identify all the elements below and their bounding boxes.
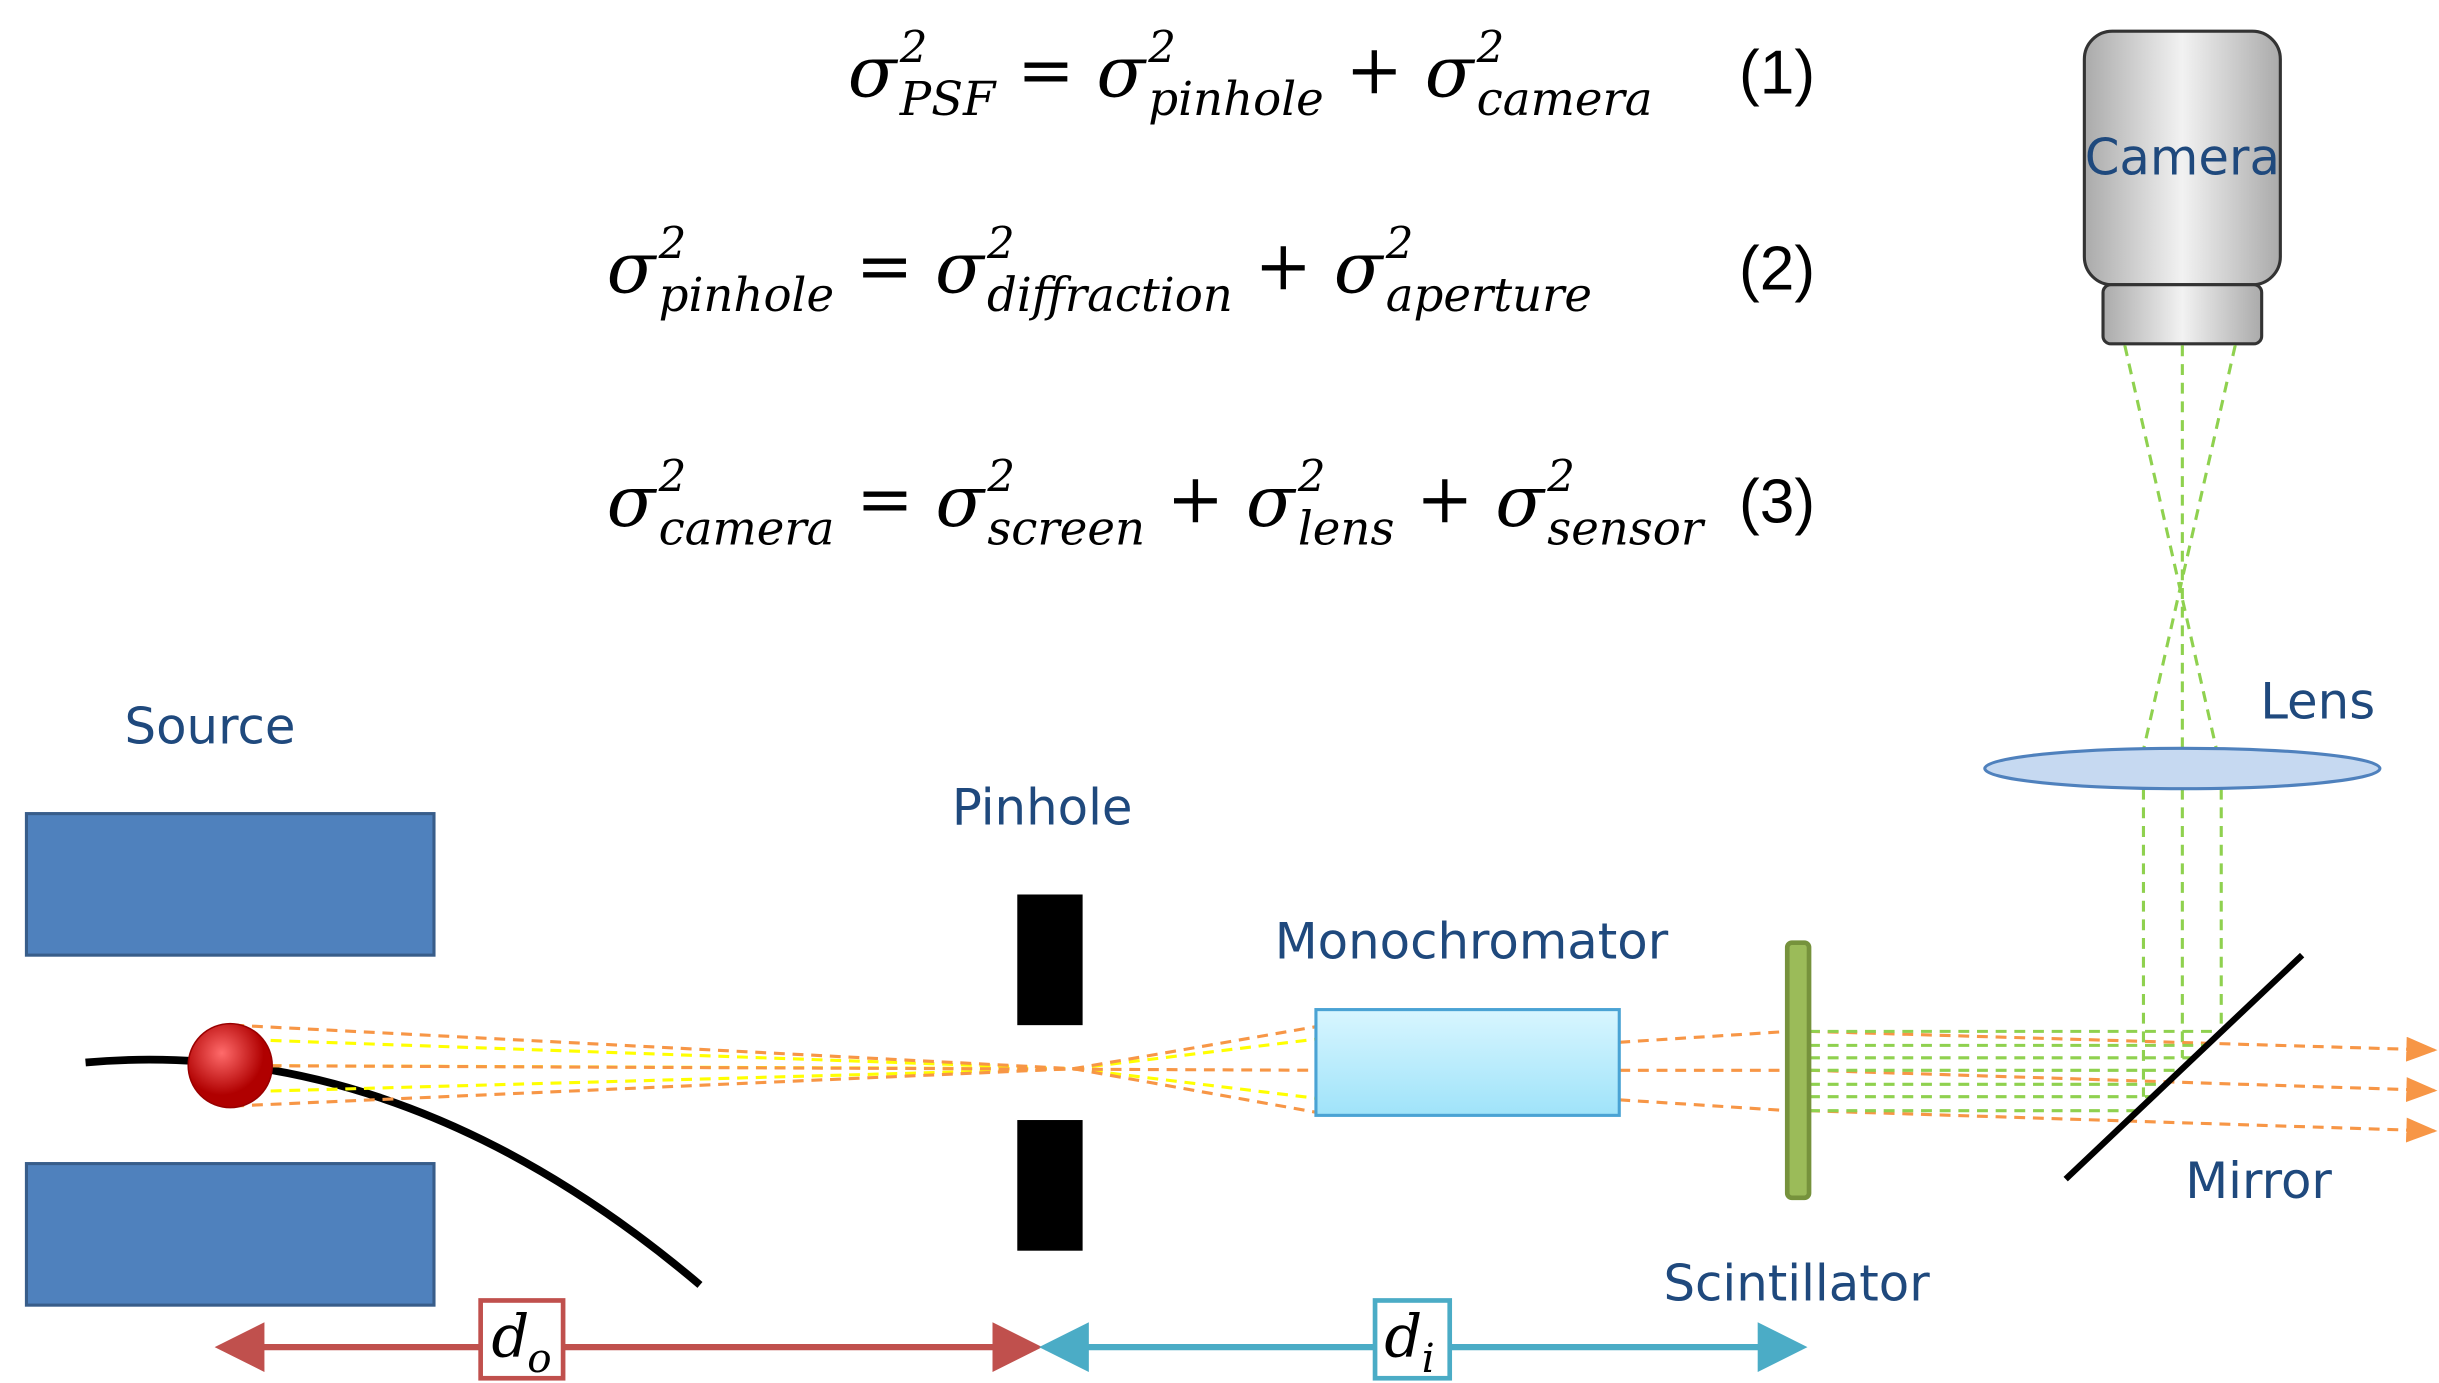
operator: + bbox=[1167, 460, 1224, 540]
pinhole-top bbox=[1017, 894, 1083, 1026]
exponent: 2 bbox=[1476, 23, 1505, 73]
sigma: σ bbox=[1096, 31, 1147, 114]
exponent: 2 bbox=[986, 219, 1015, 269]
operator: + bbox=[1346, 30, 1403, 110]
mirror-label: Mirror bbox=[2185, 1152, 2332, 1210]
exponent: 2 bbox=[1297, 453, 1326, 503]
electron-trajectory bbox=[85, 1055, 703, 1288]
subscript: diffraction bbox=[987, 269, 1233, 323]
image-distance-box bbox=[1372, 1298, 1453, 1381]
image-distance-sub: i bbox=[1422, 1334, 1435, 1382]
object-distance-sub: o bbox=[527, 1334, 551, 1382]
pinhole-bottom bbox=[1017, 1120, 1083, 1251]
camera-rays bbox=[2123, 345, 2237, 1097]
monochromator-label: Monochromator bbox=[1275, 912, 1669, 970]
subscript: sensor bbox=[1547, 503, 1706, 557]
sigma: σ bbox=[1334, 227, 1385, 310]
sigma: σ bbox=[935, 460, 986, 543]
scintillator bbox=[1784, 940, 1812, 1201]
camera-lens-mount bbox=[2101, 283, 2264, 346]
exponent: 2 bbox=[1546, 453, 1575, 503]
magnet-top bbox=[24, 812, 436, 957]
operator: + bbox=[1255, 226, 1312, 306]
source-label: Source bbox=[125, 698, 296, 756]
exponent: 2 bbox=[1147, 23, 1176, 73]
exponent: 2 bbox=[986, 453, 1015, 503]
subscript: PSF bbox=[899, 73, 997, 127]
lens bbox=[1983, 746, 2382, 791]
electron-bunch bbox=[187, 1022, 273, 1109]
subscript: camera bbox=[659, 503, 835, 557]
operator: = bbox=[856, 226, 913, 306]
magnet-bottom bbox=[24, 1162, 436, 1307]
camera-label: Camera bbox=[2085, 128, 2280, 186]
xray-beams bbox=[233, 1023, 2438, 1143]
operator: = bbox=[1017, 30, 1074, 110]
sigma: σ bbox=[935, 227, 986, 310]
exponent: 2 bbox=[658, 453, 687, 503]
mirror bbox=[2063, 952, 2305, 1182]
subscript: camera bbox=[1477, 73, 1653, 127]
scintillator-label: Scintillator bbox=[1663, 1254, 1930, 1312]
sigma: σ bbox=[607, 227, 658, 310]
sigma: σ bbox=[1246, 460, 1297, 543]
subscript: lens bbox=[1298, 503, 1395, 557]
equation-number: (3) bbox=[1739, 468, 1815, 537]
equation-number: (2) bbox=[1739, 234, 1815, 303]
sigma: σ bbox=[607, 460, 658, 543]
operator: = bbox=[856, 460, 913, 540]
object-distance-symbol: d bbox=[492, 1301, 530, 1370]
operator: + bbox=[1416, 460, 1473, 540]
monochromator bbox=[1314, 1008, 1621, 1117]
image-distance-symbol: d bbox=[1384, 1301, 1422, 1370]
subscript: aperture bbox=[1386, 269, 1592, 323]
exponent: 2 bbox=[658, 219, 687, 269]
subscript: screen bbox=[987, 503, 1145, 557]
equation-number: (1) bbox=[1739, 38, 1815, 107]
subscript: pinhole bbox=[659, 269, 835, 323]
sigma: σ bbox=[848, 31, 899, 114]
lens-label: Lens bbox=[2260, 673, 2375, 731]
object-distance-box bbox=[478, 1298, 566, 1381]
subscript: pinhole bbox=[1148, 73, 1324, 127]
sigma: σ bbox=[1495, 460, 1546, 543]
sigma: σ bbox=[1425, 31, 1476, 114]
exponent: 2 bbox=[899, 23, 928, 73]
exponent: 2 bbox=[1385, 219, 1414, 269]
pinhole-label: Pinhole bbox=[952, 778, 1133, 836]
